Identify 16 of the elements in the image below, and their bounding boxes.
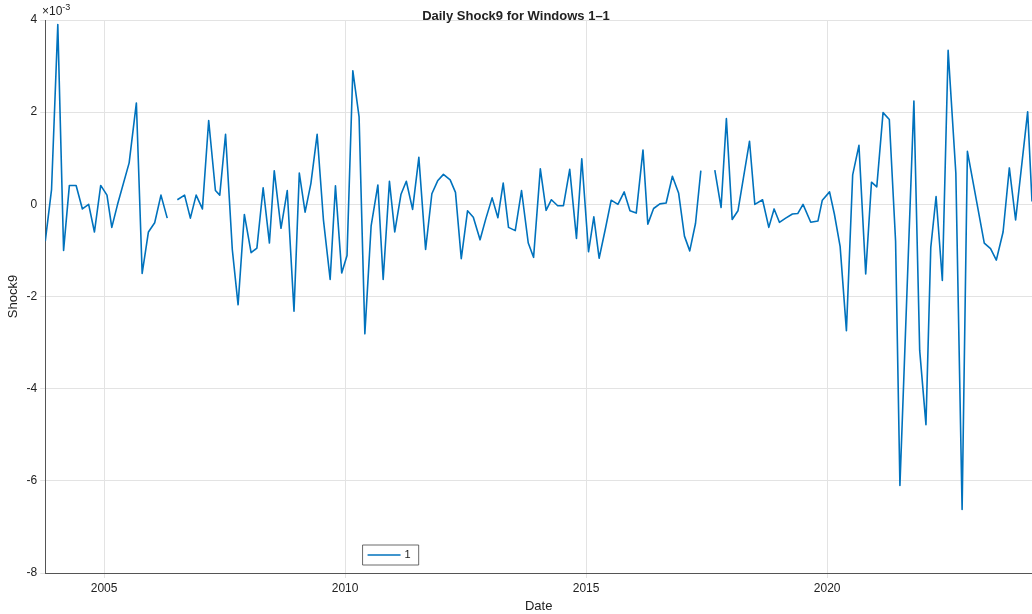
- x-tick-label: 2010: [331, 580, 359, 595]
- y-axis-title: Shock9: [5, 274, 21, 319]
- y-tick-label: -2: [26, 288, 38, 303]
- legend-label: 1: [404, 548, 411, 561]
- y-tick-label: -6: [26, 473, 38, 488]
- x-tick-label: 2005: [90, 580, 118, 595]
- y-tick-label: 4: [30, 12, 38, 27]
- x-tick-label: 2015: [572, 580, 600, 595]
- y-tick-label: -4: [26, 380, 38, 395]
- y-tick-label: 0: [30, 196, 38, 211]
- text: ×10$^{-3}$: [42, 2, 71, 18]
- chart-title: Daily Shock9 for Windows 1–1: [422, 8, 610, 23]
- x-axis-title: Date: [524, 597, 553, 613]
- y-tick-label: 2: [30, 104, 38, 119]
- y-tick-label: -8: [26, 565, 38, 580]
- x-tick-label: 2020: [813, 580, 841, 595]
